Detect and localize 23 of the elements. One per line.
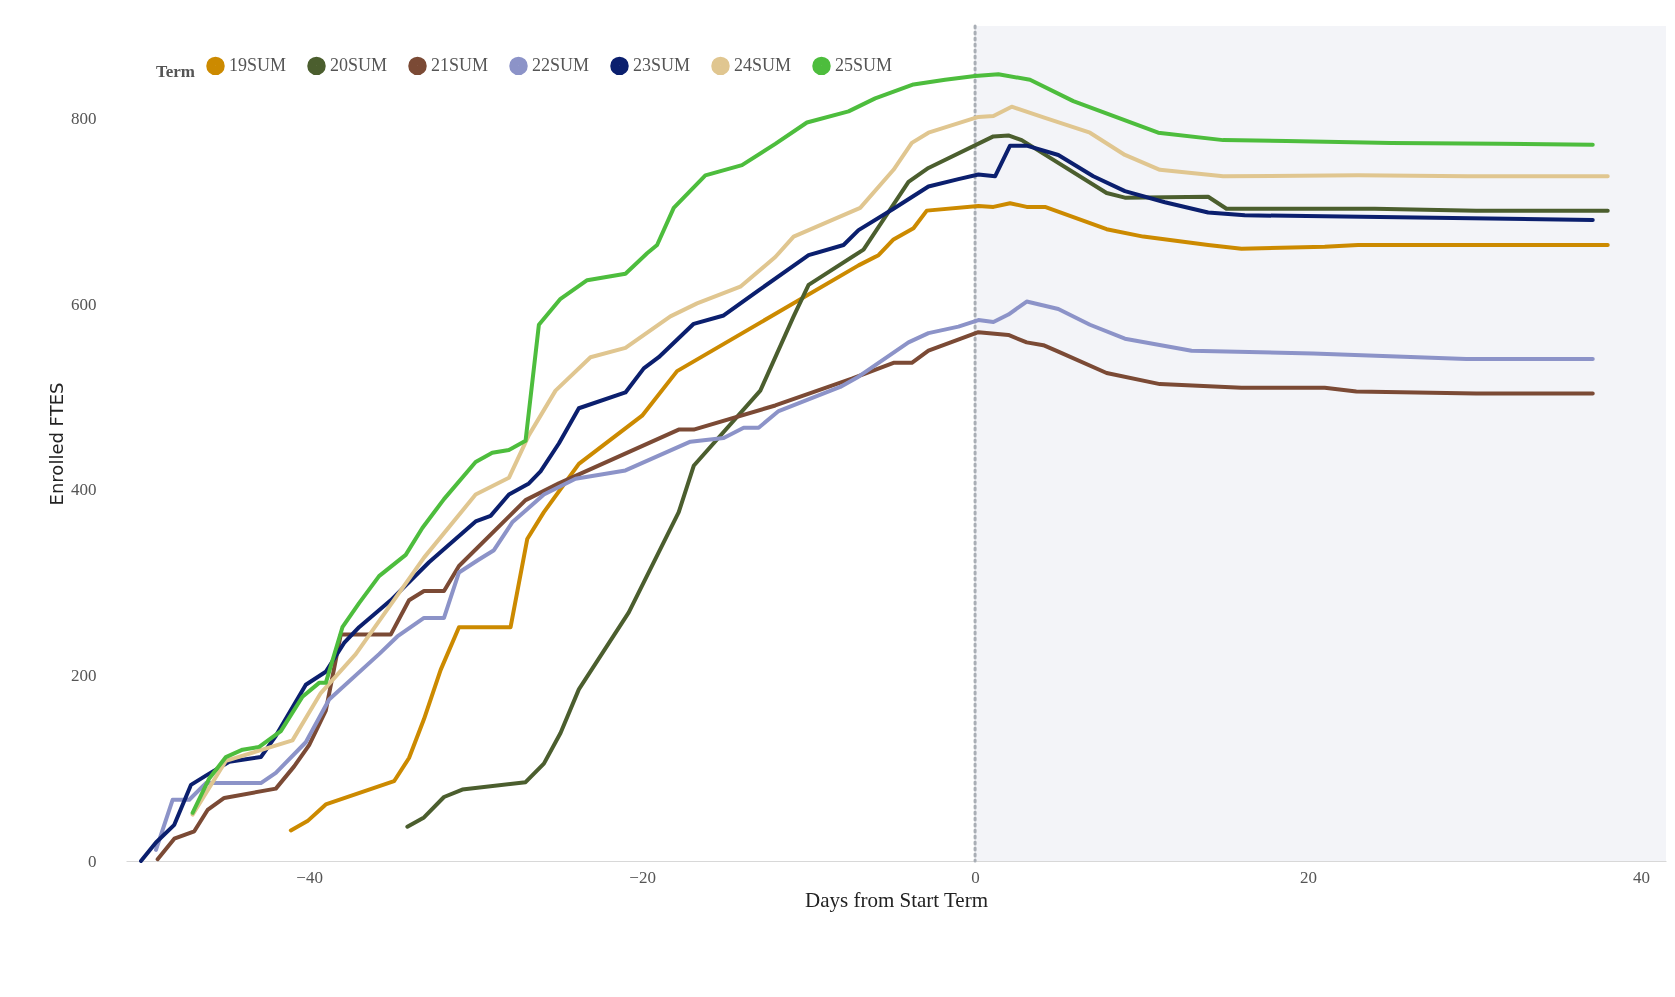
legend-label: 22SUM (532, 54, 590, 75)
y-tick-label: 0 (88, 851, 97, 871)
y-tick-label: 200 (71, 665, 97, 685)
x-tick-label: 0 (971, 867, 980, 887)
y-tick-label: 600 (71, 294, 97, 314)
y-tick-label: 400 (71, 480, 97, 500)
line-series (138, 143, 1595, 863)
legend-label: 24SUM (734, 54, 792, 75)
x-tick-label: −20 (629, 867, 656, 887)
x-tick-label: 20 (1300, 867, 1318, 887)
legend-label: 23SUM (633, 54, 691, 75)
line-series (405, 133, 1610, 829)
legend-label: 19SUM (229, 54, 287, 75)
y-axis-title: Enrolled FTES (46, 382, 67, 506)
x-tick-label: −40 (296, 867, 323, 887)
x-axis-title: Days from Start Term (804, 887, 989, 912)
legend-label: 21SUM (431, 54, 489, 75)
legend-label: 25SUM (835, 54, 893, 75)
line-series (288, 201, 1610, 833)
x-tick-label: 40 (1633, 867, 1651, 887)
legend-label: 20SUM (330, 54, 388, 75)
y-tick-label: 800 (71, 109, 97, 129)
legend-title: Term (156, 62, 196, 81)
